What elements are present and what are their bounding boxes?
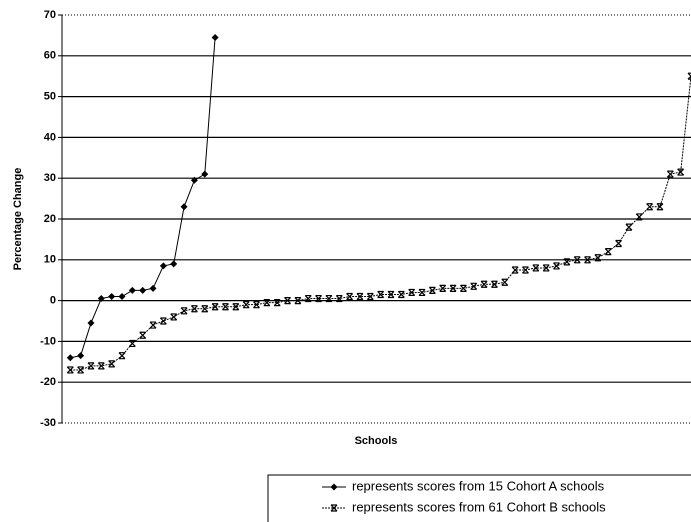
marker <box>459 284 467 292</box>
marker <box>97 362 105 370</box>
marker <box>232 303 240 311</box>
marker <box>346 292 354 301</box>
marker <box>501 278 509 286</box>
marker <box>222 303 229 311</box>
marker <box>159 262 167 270</box>
marker <box>128 339 136 348</box>
y-tick-label: 60 <box>44 50 56 62</box>
y-tick-label: 0 <box>50 295 56 307</box>
y-tick-label: 40 <box>44 131 56 143</box>
marker <box>522 266 529 274</box>
legend-label: represents scores from 15 Cohort A schoo… <box>352 478 605 493</box>
marker <box>439 284 447 292</box>
marker <box>149 284 157 292</box>
marker <box>635 213 643 221</box>
marker <box>366 292 374 301</box>
marker <box>356 292 364 301</box>
marker <box>335 294 343 303</box>
marker <box>190 305 198 313</box>
marker <box>397 290 405 299</box>
marker <box>139 286 147 294</box>
marker <box>66 366 74 374</box>
marker <box>180 307 188 315</box>
marker <box>330 483 338 491</box>
marker <box>77 366 85 374</box>
marker <box>408 288 416 297</box>
marker <box>511 266 519 274</box>
marker <box>170 260 178 268</box>
x-axis-label: Schools <box>355 435 398 447</box>
marker <box>201 170 209 178</box>
marker <box>77 352 85 360</box>
y-tick-label: -30 <box>40 417 56 429</box>
marker <box>159 317 167 325</box>
marker <box>108 360 116 368</box>
marker <box>387 290 395 299</box>
y-tick-label: 20 <box>44 213 56 225</box>
marker <box>615 239 623 248</box>
marker <box>594 254 602 262</box>
y-tick-label: -10 <box>40 335 56 347</box>
y-tick-label: 30 <box>44 172 56 184</box>
marker <box>139 331 147 339</box>
legend <box>267 474 691 522</box>
marker <box>677 168 685 176</box>
marker <box>180 203 188 211</box>
marker <box>108 293 116 301</box>
marker <box>201 305 209 313</box>
marker <box>242 301 250 309</box>
marker <box>604 248 612 256</box>
marker <box>149 321 157 329</box>
marker <box>253 301 260 309</box>
marker <box>584 256 591 264</box>
marker <box>315 294 322 303</box>
marker <box>470 282 478 290</box>
marker <box>211 303 219 311</box>
y-tick-label: 10 <box>44 254 56 266</box>
marker <box>97 295 105 303</box>
marker <box>190 176 198 184</box>
marker <box>377 290 385 299</box>
marker <box>646 203 654 211</box>
marker <box>118 352 126 360</box>
marker <box>294 297 302 305</box>
marker <box>625 223 633 231</box>
marker <box>325 294 333 303</box>
marker <box>273 299 281 307</box>
marker <box>449 284 457 292</box>
marker <box>87 362 95 370</box>
marker <box>87 319 95 327</box>
legend-label: represents scores from 61 Cohort B schoo… <box>352 499 606 514</box>
y-tick-label: 70 <box>44 9 56 21</box>
marker <box>542 264 550 272</box>
marker <box>428 286 436 294</box>
marker <box>491 280 498 288</box>
y-tick-label: 50 <box>44 91 56 103</box>
marker <box>563 258 571 266</box>
marker <box>118 293 126 301</box>
marker <box>330 504 338 512</box>
marker <box>66 354 74 362</box>
marker <box>170 313 178 321</box>
marker <box>211 33 219 41</box>
marker <box>553 262 560 270</box>
y-tick-label: -20 <box>40 376 56 388</box>
marker <box>656 203 664 211</box>
marker <box>128 286 136 294</box>
marker <box>532 264 540 272</box>
marker <box>573 256 581 264</box>
marker <box>304 294 312 303</box>
marker <box>263 299 271 307</box>
marker <box>418 288 426 297</box>
marker <box>666 170 674 178</box>
y-axis-label: Percentage Change <box>12 168 24 271</box>
marker <box>480 280 488 288</box>
series-line <box>70 76 691 371</box>
marker <box>284 297 291 305</box>
